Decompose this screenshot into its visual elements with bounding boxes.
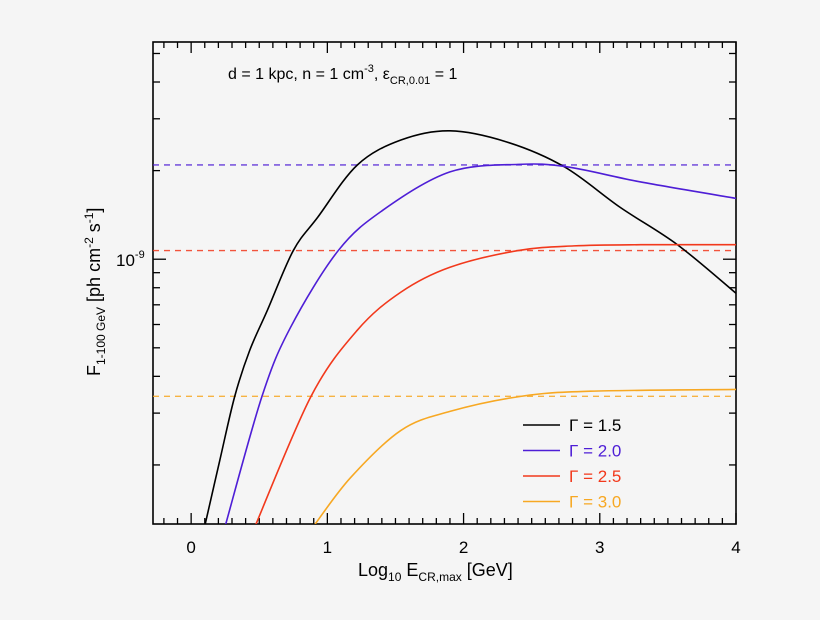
series-line-0 — [204, 130, 736, 524]
x-tick-label: 2 — [459, 538, 468, 557]
x-axis-label: Log10 ECR,max [GeV] — [358, 560, 513, 584]
legend-label-3: Γ = 3.0 — [569, 493, 621, 512]
legend-label-1: Γ = 2.0 — [569, 442, 621, 461]
x-tick-label: 3 — [595, 538, 604, 557]
curves — [153, 130, 736, 524]
legend: Γ = 1.5 Γ = 2.0 Γ = 2.5 Γ = 3.0 — [523, 416, 621, 512]
y-axis-label: F1-100 GeV [ph cm-2 s-1] — [82, 208, 108, 376]
x-tick-label: 0 — [186, 538, 195, 557]
annotation: d = 1 kpc, n = 1 cm-3, εCR,0.01 = 1 — [228, 63, 457, 87]
series-line-2 — [255, 243, 736, 524]
series-line-3 — [314, 388, 736, 524]
legend-label-2: Γ = 2.5 — [569, 467, 621, 486]
y-tick-label-1e-9: 10-9 — [116, 249, 145, 270]
plot-frame — [152, 41, 737, 525]
axes — [152, 41, 737, 525]
legend-label-0: Γ = 1.5 — [569, 416, 621, 435]
x-tick-label: 4 — [731, 538, 740, 557]
series-line-1 — [224, 163, 736, 524]
x-tick-label: 1 — [323, 538, 332, 557]
x-tick-labels: 0 1 2 3 4 — [186, 538, 740, 557]
